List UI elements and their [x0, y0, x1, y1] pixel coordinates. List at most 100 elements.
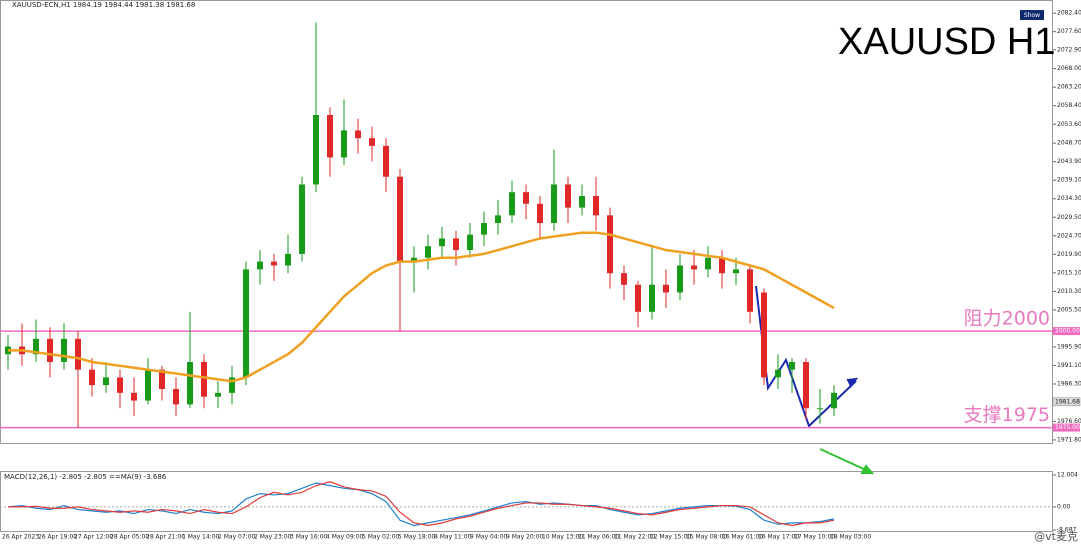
candle-body — [145, 369, 151, 401]
candle-body — [691, 265, 697, 270]
x-tick-label: 8 May 11:00 — [434, 534, 472, 541]
macd-panel — [0, 471, 1053, 532]
candle-body — [495, 215, 501, 224]
show-button[interactable] — [1020, 10, 1044, 20]
x-tick-label: 9 May 04:00 — [470, 534, 508, 541]
x-tick-label: 5 May 18:00 — [398, 534, 436, 541]
candle-body — [271, 261, 277, 266]
macd-arrow — [819, 448, 875, 474]
candle-body — [341, 130, 347, 158]
candle-body — [131, 392, 137, 401]
macd-header: MACD(12,26,1) -2.805 -2.805 ==MA(9) -3.6… — [4, 473, 167, 481]
x-tick-label: 3 May 16:00 — [290, 534, 328, 541]
candle-body — [103, 377, 109, 386]
x-tick-label: 11 May 06:00 — [578, 534, 619, 541]
candle-body — [425, 246, 431, 258]
y-tick-label: 1991.10 — [1057, 362, 1081, 369]
y-tick-label: 2034.30 — [1057, 195, 1081, 202]
candle-body — [775, 369, 781, 378]
y-tick-label: 2005.50 — [1057, 306, 1081, 313]
x-tick-label: 26 Apr 2023 — [2, 534, 39, 541]
x-tick-label: 10 May 13:00 — [542, 534, 583, 541]
candle-body — [467, 234, 473, 251]
candle-body — [649, 284, 655, 312]
candle-body — [733, 269, 739, 274]
y-tick-label: 2082.40 — [1057, 10, 1081, 17]
candle-body — [803, 361, 809, 409]
candle-body — [47, 338, 53, 362]
x-tick-label: 2 May 23:00 — [254, 534, 292, 541]
y-tick-label: 1986.30 — [1057, 380, 1081, 387]
candle-body — [719, 257, 725, 274]
candle-body — [313, 114, 319, 185]
moving-average — [8, 231, 835, 383]
level-annotation: 阻力2000 — [964, 308, 1050, 330]
y2-tick-label: 0.00 — [1057, 503, 1071, 510]
y-tick-label: 2039.10 — [1057, 177, 1081, 184]
y-tick-label: 2077.60 — [1057, 28, 1081, 35]
candle-body — [117, 377, 123, 393]
candle-body — [369, 138, 375, 146]
candle-body — [705, 257, 711, 270]
candle-body — [621, 273, 627, 285]
show-button-label[interactable]: Show — [1024, 12, 1040, 19]
y-tick-label: 2072.90 — [1057, 46, 1081, 53]
candle-body — [187, 361, 193, 405]
x-tick-label: 28 Apr 21:00 — [146, 534, 185, 541]
candle-body — [61, 338, 67, 362]
candle-body — [257, 261, 263, 270]
candle-body — [831, 392, 837, 409]
current-price-label: 1981.68 — [1055, 398, 1080, 405]
y-tick-label: 2019.90 — [1057, 251, 1081, 258]
y-tick-label: 2010.30 — [1057, 288, 1081, 295]
candle-body — [229, 377, 235, 393]
price-panel — [0, 0, 1053, 444]
candle-body — [397, 176, 403, 262]
candle-body — [747, 269, 753, 312]
candle-body — [201, 361, 207, 397]
level-annotation: 支撑1975 — [964, 404, 1050, 426]
level-box — [1053, 423, 1080, 432]
y2-tick-label: -8.687 — [1057, 527, 1077, 534]
candle-body — [439, 238, 445, 247]
candle-body — [89, 369, 95, 386]
y-tick-label: 2063.20 — [1057, 84, 1081, 91]
candle-body — [523, 192, 529, 204]
level-box — [1053, 327, 1080, 336]
x-tick-label: 15 May 08:00 — [686, 534, 727, 541]
chart-title: XAUUSD H1 — [838, 21, 1056, 63]
x-tick-label: 12 May 15:00 — [650, 534, 691, 541]
candle-body — [411, 257, 417, 262]
x-tick-label: 28 Apr 05:00 — [110, 534, 149, 541]
macd-line — [8, 481, 835, 527]
y-tick-label: 2024.70 — [1057, 232, 1081, 239]
x-tick-label: 26 Apr 19:00 — [38, 534, 77, 541]
candle-body — [761, 292, 767, 378]
candle-body — [159, 369, 165, 389]
candle-body — [215, 392, 221, 397]
y-tick-label: 2029.50 — [1057, 214, 1081, 221]
candle-body — [481, 223, 487, 235]
y-tick-label: 2053.60 — [1057, 121, 1081, 128]
macd-line — [7, 482, 835, 527]
candle-body — [327, 114, 333, 158]
y-tick-label: 1971.80 — [1057, 436, 1081, 443]
y-tick-label: 2068.00 — [1057, 65, 1081, 72]
y-tick-label: 2058.40 — [1057, 102, 1081, 109]
candle-body — [635, 284, 641, 312]
y-tick-label: 1976.60 — [1057, 418, 1081, 425]
level-label: 1975.00 — [1055, 424, 1080, 431]
candle-body — [565, 184, 571, 208]
candle-body — [243, 269, 249, 378]
candle-body — [285, 253, 291, 266]
candle-body — [677, 265, 683, 293]
x-tick-label: 1 May 14:00 — [182, 534, 220, 541]
x-tick-label: 4 May 09:00 — [326, 534, 364, 541]
candle-body — [509, 192, 515, 216]
x-tick-label: 17 May 10:00 — [794, 534, 835, 541]
x-tick-label: 27 Apr 12:00 — [74, 534, 113, 541]
candle-body — [355, 130, 361, 139]
arrow-head — [846, 377, 859, 388]
candle-body — [75, 338, 81, 370]
